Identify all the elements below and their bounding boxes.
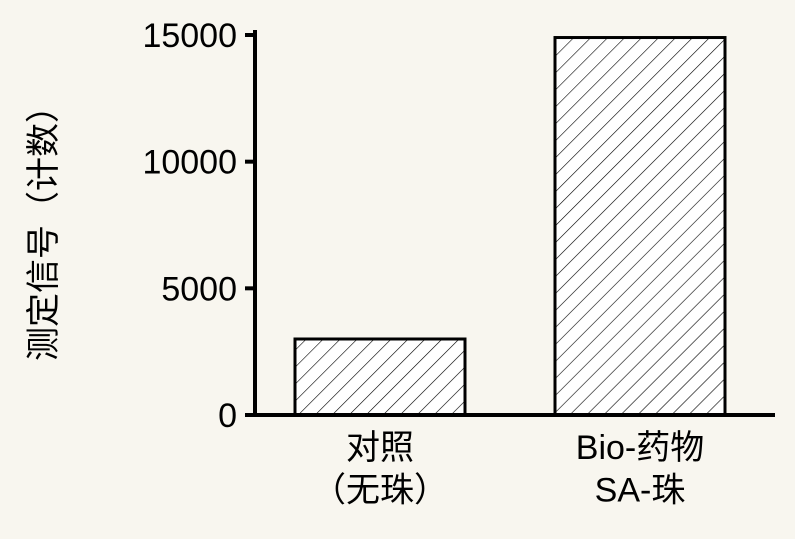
bar-chart: 0 5000 10000 15000 对照 （无珠） Bio-药物 SA-珠 测定信号（计数）	[0, 0, 795, 539]
y-tick-label: 15000	[142, 17, 237, 55]
chart-container: 0 5000 10000 15000 对照 （无珠） Bio-药物 SA-珠 测定信号（计数）	[0, 0, 795, 539]
y-tick-label: 10000	[142, 144, 237, 182]
x-category-label-line1: 对照	[346, 429, 414, 467]
x-category-label-line2: SA-珠	[595, 472, 686, 510]
y-axis-label: 测定信号（计数）	[25, 89, 63, 361]
x-category-label-line2: （无珠）	[312, 472, 448, 510]
bar	[555, 38, 725, 415]
y-tick-label: 5000	[161, 270, 237, 308]
y-tick-label: 0	[218, 397, 237, 435]
x-category-label-line1: Bio-药物	[576, 429, 704, 467]
bar	[295, 339, 465, 415]
